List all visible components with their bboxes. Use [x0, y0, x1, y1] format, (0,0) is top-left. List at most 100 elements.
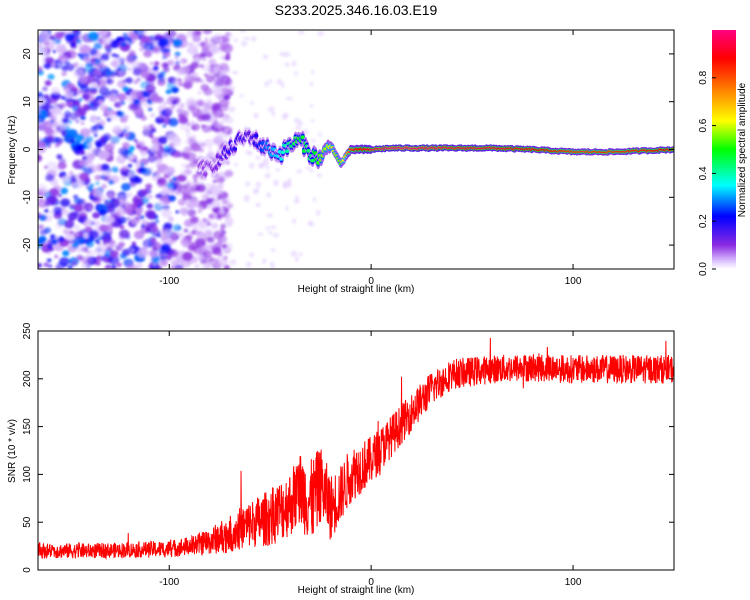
noise-speckle	[55, 43, 67, 53]
noise-speckle	[190, 120, 195, 125]
snr-panel: -100 0 100 0 50 100 150 200 250 Height of strai…	[7, 322, 675, 596]
snr-y-axis-label: SNR (10 * v/v)	[7, 419, 18, 483]
noise-speckle	[128, 50, 136, 56]
noise-speckle	[152, 173, 157, 177]
noise-speckle	[122, 32, 129, 38]
figure-title: S233.2025.346.16.03.E19	[275, 2, 438, 18]
noise-speckle	[88, 146, 96, 153]
noise-speckle	[137, 204, 142, 209]
noise-speckle	[72, 30, 79, 34]
noise-speckle	[275, 168, 281, 172]
noise-speckle	[76, 143, 86, 152]
noise-speckle	[106, 117, 112, 122]
noise-speckle	[179, 207, 189, 215]
noise-speckle	[79, 76, 88, 84]
noise-speckle	[270, 248, 276, 252]
noise-speckle	[149, 113, 156, 118]
noise-speckle	[186, 122, 192, 127]
noise-speckle	[97, 30, 108, 37]
noise-speckle	[310, 70, 314, 75]
noise-speckle	[217, 238, 223, 243]
spectrogram-x-ticks: -100 0 100	[159, 30, 582, 287]
noise-speckle	[61, 71, 67, 77]
noise-speckle	[273, 179, 279, 187]
noise-speckle	[218, 44, 227, 51]
noise-speckle	[89, 183, 95, 188]
noise-speckle	[210, 222, 219, 229]
noise-speckle	[88, 47, 98, 56]
noise-speckle	[125, 77, 133, 84]
noise-speckle	[185, 32, 192, 38]
noise-speckle	[80, 165, 87, 171]
noise-speckle	[117, 93, 127, 101]
noise-speckle	[138, 95, 143, 100]
noise-speckle	[244, 181, 251, 187]
ridge-segment	[310, 158, 315, 163]
noise-speckle	[163, 222, 173, 230]
noise-speckle	[195, 43, 200, 48]
noise-speckle	[145, 84, 156, 93]
noise-speckle	[213, 121, 223, 129]
noise-speckle	[316, 209, 321, 216]
ridge-segment	[306, 148, 311, 153]
noise-speckle	[117, 111, 125, 118]
noise-speckle	[160, 189, 168, 196]
noise-speckle	[257, 232, 264, 236]
noise-speckle	[155, 219, 159, 223]
noise-speckle	[178, 82, 184, 87]
noise-speckle	[179, 122, 190, 131]
noise-speckle	[92, 212, 100, 219]
noise-speckle	[223, 128, 228, 134]
noise-speckle	[57, 138, 64, 144]
noise-speckle	[197, 90, 202, 95]
noise-speckle	[171, 99, 178, 105]
noise-speckle	[47, 73, 55, 80]
noise-speckle	[287, 178, 292, 185]
noise-speckle	[276, 78, 282, 85]
noise-speckle	[264, 81, 269, 88]
noise-speckle	[195, 30, 202, 36]
noise-speckle	[50, 188, 59, 196]
noise-speckle	[142, 146, 148, 151]
noise-speckle	[202, 64, 212, 72]
noise-speckle	[63, 219, 75, 229]
noise-speckle	[223, 133, 230, 138]
noise-speckle	[155, 194, 160, 199]
noise-speckle	[199, 52, 207, 58]
noise-speckle	[55, 109, 62, 115]
noise-speckle	[193, 179, 198, 183]
noise-speckle	[141, 220, 148, 225]
noise-speckle	[283, 112, 289, 118]
noise-speckle	[309, 104, 314, 108]
noise-speckle	[216, 176, 225, 184]
noise-speckle	[183, 228, 188, 233]
noise-speckle	[94, 174, 102, 181]
noise-speckle	[172, 177, 177, 182]
noise-speckle	[137, 248, 149, 258]
noise-speckle	[131, 241, 137, 246]
noise-speckle	[158, 250, 169, 259]
noise-speckle	[284, 62, 291, 67]
noise-speckle	[69, 204, 75, 208]
noise-speckle	[78, 97, 83, 102]
noise-speckle	[98, 155, 105, 161]
noise-speckle	[122, 142, 130, 149]
noise-speckle	[93, 69, 102, 76]
noise-speckle	[47, 111, 52, 116]
noise-speckle	[105, 50, 112, 56]
noise-speckle	[57, 155, 62, 159]
noise-speckle	[121, 183, 131, 191]
noise-speckle	[291, 60, 297, 67]
noise-speckle	[298, 252, 303, 257]
noise-speckle	[176, 183, 187, 193]
noise-speckle	[229, 85, 236, 92]
colorbar-tick-label: 0.0	[698, 262, 709, 276]
colorbar-tick-label: 0.8	[698, 70, 709, 84]
noise-speckle	[108, 179, 115, 185]
noise-speckle	[162, 169, 168, 175]
noise-speckle	[135, 263, 142, 269]
snr-frame	[37, 330, 675, 571]
noise-speckle	[99, 86, 108, 94]
noise-speckle	[136, 144, 143, 150]
noise-speckle	[188, 242, 194, 247]
